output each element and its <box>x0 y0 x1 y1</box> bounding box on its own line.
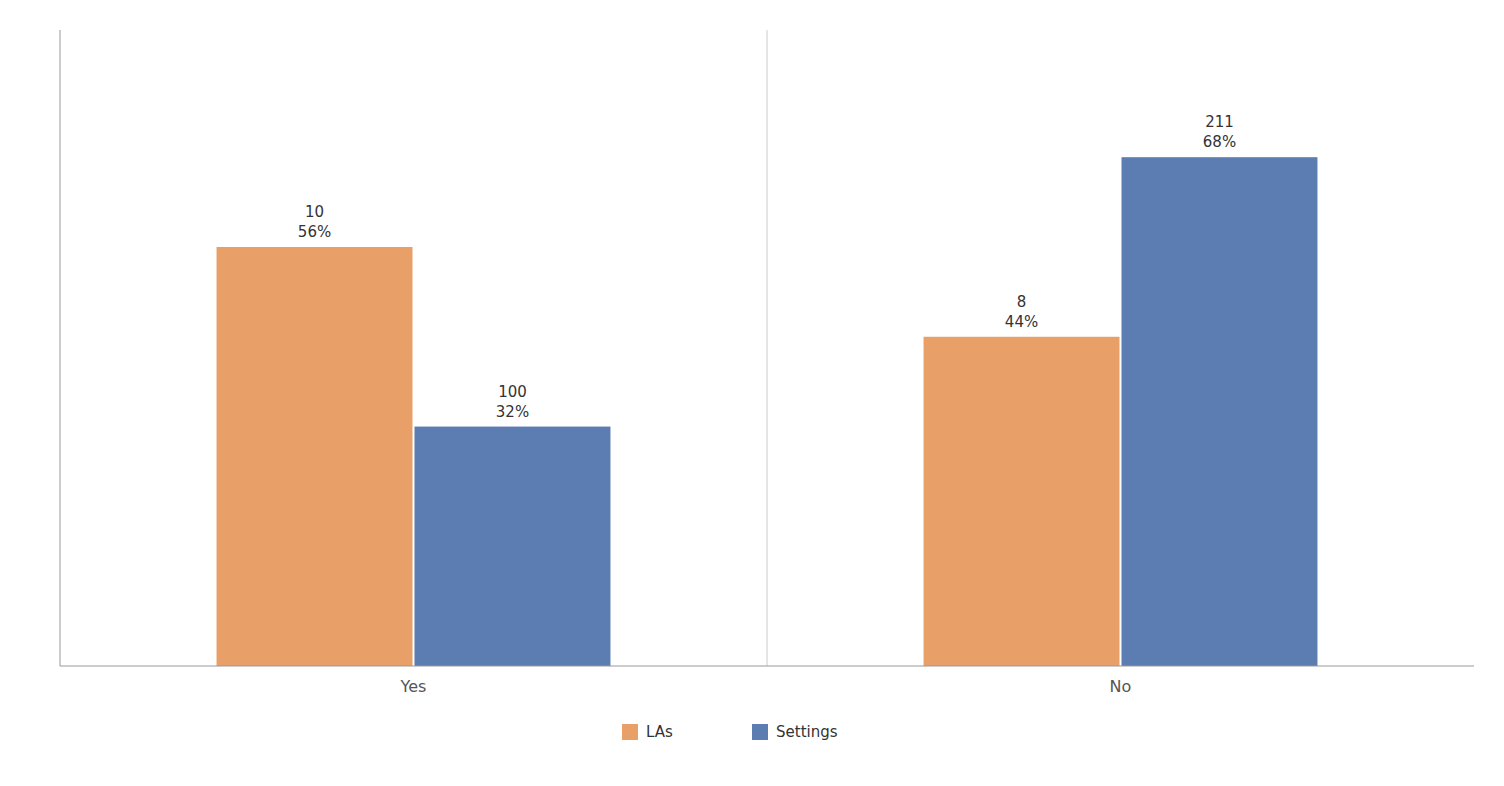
data-labels: 10 56% 8 44% 100 32% 211 68% <box>298 113 1236 420</box>
bar <box>1122 157 1318 666</box>
y-axis-line <box>60 30 61 666</box>
chart: 10 56% 8 44% 100 32% 211 68% Yes No LAs Settings <box>0 0 1504 786</box>
group-divider <box>767 30 768 666</box>
data-label-count: 100 <box>498 383 527 401</box>
data-label-count: 10 <box>305 203 324 221</box>
legend-label: Settings <box>776 723 838 741</box>
bars <box>217 157 1318 666</box>
data-label: 56% <box>298 223 331 241</box>
legend-swatch <box>622 724 638 740</box>
legend-label: LAs <box>646 723 673 741</box>
x-tick-label: No <box>1110 677 1132 696</box>
data-label-count: 8 <box>1017 293 1027 311</box>
legend-swatch <box>752 724 768 740</box>
data-label: 68% <box>1203 133 1236 151</box>
bar <box>924 337 1120 666</box>
x-tick-label: Yes <box>400 677 427 696</box>
data-label-count: 211 <box>1205 113 1234 131</box>
data-label: 32% <box>496 403 529 421</box>
chart-container: 10 56% 8 44% 100 32% 211 68% Yes No LAs Settings <box>0 0 1504 786</box>
legend: LAs Settings <box>622 723 838 741</box>
x-axis-line <box>60 666 1474 667</box>
data-label: 44% <box>1005 313 1038 331</box>
bar <box>415 427 611 666</box>
bar <box>217 247 413 666</box>
